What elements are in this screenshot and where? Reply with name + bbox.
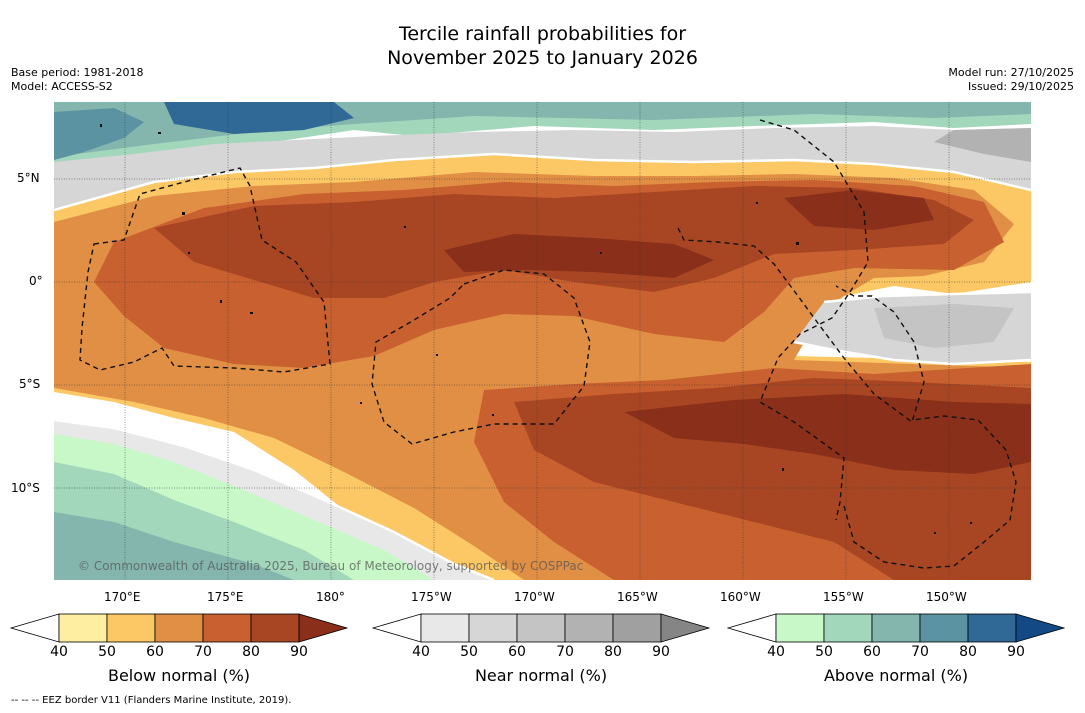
meta-left: Base period: 1981-2018 Model: ACCESS-S2 bbox=[11, 66, 143, 94]
above-normal-colorbar-segment-5 bbox=[967, 613, 1017, 643]
eez-border-kiribati-gilbert bbox=[79, 167, 331, 373]
above-normal-colorbar-segment-1 bbox=[775, 613, 825, 643]
lon-label-170w: 170°W bbox=[514, 590, 555, 604]
eez-border-tokelau bbox=[371, 269, 591, 445]
above-normal-tick-50: 50 bbox=[815, 644, 833, 660]
lon-label-150w: 150°W bbox=[926, 590, 967, 604]
base-period: Base period: 1981-2018 bbox=[11, 66, 144, 79]
below-normal-colorbar-high-arrow bbox=[298, 613, 348, 643]
near-normal-colorbar-segment-3 bbox=[516, 613, 566, 643]
below-normal-tick-40: 40 bbox=[50, 644, 68, 660]
title-line-1: Tercile rainfall probabilities for bbox=[398, 23, 687, 45]
above-normal-colorbar-segment-2 bbox=[823, 613, 873, 643]
near-normal-colorbar-segment-2 bbox=[468, 613, 518, 643]
lat-label-5n: 5°N bbox=[17, 171, 40, 185]
below-normal-tick-90: 90 bbox=[290, 644, 308, 660]
near-normal-tick-80: 80 bbox=[604, 644, 622, 660]
below-normal-colorbar-segment-5 bbox=[250, 613, 300, 643]
above-normal-colorbar bbox=[727, 613, 1065, 643]
below-normal-colorbar-segment-4 bbox=[202, 613, 252, 643]
lat-label-5s: 5°S bbox=[19, 377, 41, 391]
rainfall-map: © Commonwealth of Australia 2025, Bureau… bbox=[54, 102, 1031, 580]
above-normal-tick-80: 80 bbox=[959, 644, 977, 660]
islands bbox=[100, 124, 972, 534]
north-near-normal-60 bbox=[934, 128, 1031, 162]
north-near-normal-region bbox=[54, 126, 1031, 210]
near-normal-tick-90: 90 bbox=[652, 644, 670, 660]
north-above-normal-60 bbox=[54, 108, 144, 160]
copyright-notice: © Commonwealth of Australia 2025, Bureau… bbox=[78, 559, 583, 573]
eez-borders bbox=[79, 119, 1017, 569]
near-normal-colorbar-segment-1 bbox=[420, 613, 470, 643]
lat-label-10s: 10°S bbox=[11, 481, 40, 495]
south-above-normal-70 bbox=[54, 512, 294, 580]
lon-label-160w: 160°W bbox=[720, 590, 761, 604]
lon-label-175w: 175°W bbox=[411, 590, 452, 604]
below-normal-colorbar-title: Below normal (%) bbox=[107, 666, 251, 685]
below-normal-80-south bbox=[624, 394, 1031, 474]
lat-label-0: 0° bbox=[29, 274, 43, 288]
model-name: Model: ACCESS-S2 bbox=[11, 80, 113, 93]
lon-label-155w: 155°W bbox=[823, 590, 864, 604]
near-normal-colorbar-segment-5 bbox=[612, 613, 662, 643]
above-normal-colorbar-low-arrow bbox=[727, 613, 777, 643]
near-normal-tick-40: 40 bbox=[412, 644, 430, 660]
below-normal-tick-50: 50 bbox=[98, 644, 116, 660]
above-normal-tick-70: 70 bbox=[911, 644, 929, 660]
below-normal-colorbar-segment-1 bbox=[58, 613, 108, 643]
boundary-contour-central bbox=[793, 290, 1031, 366]
above-normal-tick-40: 40 bbox=[767, 644, 785, 660]
boundary-contour-north bbox=[54, 152, 1031, 212]
eez-border-line-east bbox=[677, 227, 925, 424]
below-normal-colorbar bbox=[10, 613, 348, 643]
below-normal-tick-70: 70 bbox=[194, 644, 212, 660]
meta-right: Model run: 27/10/2025 Issued: 29/10/2025 bbox=[948, 66, 1074, 94]
north-above-normal-80 bbox=[164, 102, 354, 134]
near-normal-tick-50: 50 bbox=[460, 644, 478, 660]
lon-label-180: 180° bbox=[316, 590, 345, 604]
below-normal-colorbar-low-arrow bbox=[10, 613, 60, 643]
above-normal-tick-60: 60 bbox=[863, 644, 881, 660]
eez-border-kiribati-line bbox=[759, 119, 869, 521]
model-run: Model run: 27/10/2025 bbox=[948, 66, 1074, 79]
lon-label-175e: 175°E bbox=[207, 590, 244, 604]
below-normal-colorbar-segment-3 bbox=[154, 613, 204, 643]
above-normal-colorbar-segment-3 bbox=[871, 613, 921, 643]
near-normal-colorbar-segment-4 bbox=[564, 613, 614, 643]
near-normal-colorbar-high-arrow bbox=[660, 613, 710, 643]
near-normal-tick-60: 60 bbox=[508, 644, 526, 660]
below-normal-colorbar-segment-2 bbox=[106, 613, 156, 643]
below-normal-80-region bbox=[444, 234, 714, 278]
below-normal-80-east bbox=[784, 190, 934, 230]
above-normal-colorbar-title: Above normal (%) bbox=[823, 666, 969, 685]
central-near-normal-60 bbox=[874, 304, 1014, 348]
below-normal-tick-80: 80 bbox=[242, 644, 260, 660]
lon-label-165w: 165°W bbox=[617, 590, 658, 604]
near-normal-tick-70: 70 bbox=[556, 644, 574, 660]
lon-label-170e: 170°E bbox=[104, 590, 141, 604]
title-line-2: November 2025 to January 2026 bbox=[387, 47, 698, 69]
near-normal-colorbar bbox=[372, 613, 710, 643]
eez-footnote: -- -- -- EEZ border V11 (Flanders Marine… bbox=[11, 695, 292, 706]
boundary-contour-south bbox=[54, 418, 495, 580]
issued-date: Issued: 29/10/2025 bbox=[967, 80, 1074, 93]
graticule bbox=[54, 102, 1031, 580]
near-normal-colorbar-title: Near normal (%) bbox=[474, 666, 608, 685]
above-normal-tick-90: 90 bbox=[1007, 644, 1025, 660]
eez-border-cook-islands bbox=[843, 415, 1017, 569]
map-title: Tercile rainfall probabilities for Novem… bbox=[0, 22, 1085, 70]
near-normal-colorbar-low-arrow bbox=[372, 613, 422, 643]
below-normal-tick-60: 60 bbox=[146, 644, 164, 660]
above-normal-colorbar-high-arrow bbox=[1015, 613, 1065, 643]
above-normal-colorbar-segment-4 bbox=[919, 613, 969, 643]
